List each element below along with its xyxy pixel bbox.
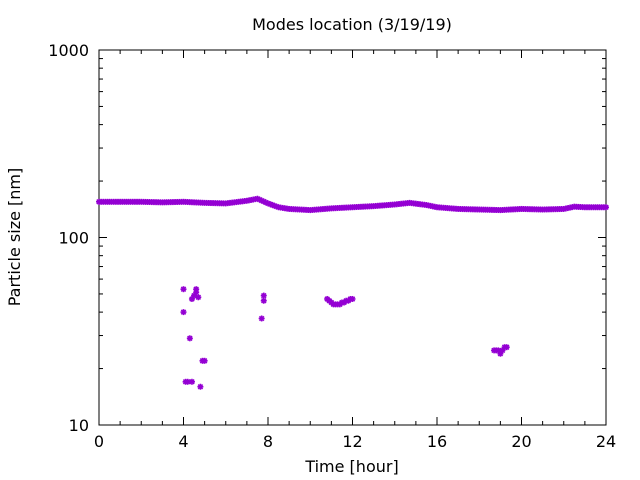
data-point: [180, 309, 187, 316]
y-tick-label: 1000: [48, 41, 89, 60]
x-tick-label: 24: [596, 432, 616, 451]
data-point: [260, 297, 267, 304]
y-tick-label: 100: [58, 229, 89, 248]
data-point: [186, 335, 193, 342]
data-points: [96, 195, 609, 390]
axes: 0 4 8 12 16 20 24 10 100 1000: [48, 41, 616, 451]
data-point: [197, 383, 204, 390]
data-point: [349, 295, 356, 302]
data-point: [195, 294, 202, 301]
chart-title: Modes location (3/19/19): [252, 15, 452, 34]
data-point: [180, 286, 187, 293]
x-axis-label: Time [hour]: [304, 457, 398, 476]
x-tick-label: 8: [263, 432, 273, 451]
y-axis-label: Particle size [nm]: [5, 168, 24, 307]
plot-frame: [98, 49, 607, 426]
x-tick-label: 0: [94, 432, 104, 451]
x-tick-label: 12: [342, 432, 362, 451]
data-point: [258, 315, 265, 322]
data-point: [188, 378, 195, 385]
data-point: [193, 289, 200, 296]
x-tick-label: 20: [511, 432, 531, 451]
baseline-point: [603, 204, 609, 211]
x-tick-label: 4: [178, 432, 188, 451]
data-point: [201, 357, 208, 364]
data-point: [503, 344, 510, 351]
data-point: [260, 292, 267, 299]
x-tick-label: 16: [427, 432, 447, 451]
y-tick-label: 10: [69, 416, 89, 435]
